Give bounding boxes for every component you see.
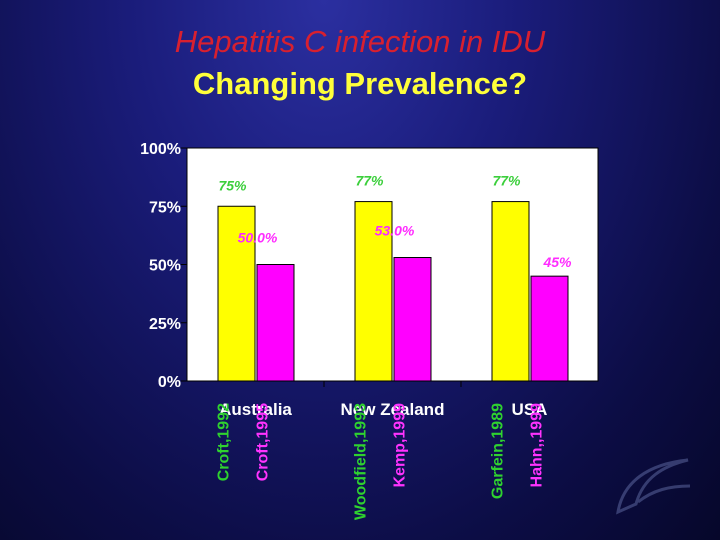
data-label: 53.0% bbox=[375, 223, 415, 239]
data-label: 75% bbox=[218, 177, 247, 193]
y-tick-label: 25% bbox=[149, 316, 181, 333]
source-label: Croft,1995 bbox=[255, 403, 272, 481]
category-label: USA bbox=[512, 400, 548, 419]
bar-yellow bbox=[491, 201, 530, 382]
source-label: Hahn,,1999 bbox=[529, 403, 546, 488]
data-label: 77% bbox=[492, 173, 521, 189]
bar-yellow bbox=[217, 205, 256, 382]
source-label: Woodfield,1993 bbox=[353, 403, 370, 520]
bar-magenta bbox=[393, 257, 432, 382]
source-label: Croft,1992 bbox=[216, 403, 233, 481]
data-label: 50.0% bbox=[238, 230, 278, 246]
data-label: 77% bbox=[355, 173, 384, 189]
category-label: New Zealand bbox=[341, 400, 445, 419]
y-tick-label: 50% bbox=[149, 258, 181, 275]
y-tick-label: 0% bbox=[158, 374, 181, 391]
logo-swoosh-icon bbox=[616, 458, 691, 515]
category-label: Australia bbox=[219, 400, 292, 419]
bar-yellow bbox=[354, 201, 393, 382]
bar-magenta bbox=[256, 264, 295, 382]
source-label: Garfein,1989 bbox=[490, 403, 507, 499]
y-tick-label: 75% bbox=[149, 199, 181, 216]
source-label: Kemp,1999 bbox=[392, 403, 409, 488]
bar-magenta bbox=[530, 275, 569, 382]
chart-subtitle: Changing Prevalence? bbox=[192, 66, 528, 101]
data-label: 45% bbox=[542, 254, 572, 270]
y-tick-label: 100% bbox=[140, 141, 181, 158]
chart-title: Hepatitis C infection in IDU bbox=[174, 24, 546, 59]
